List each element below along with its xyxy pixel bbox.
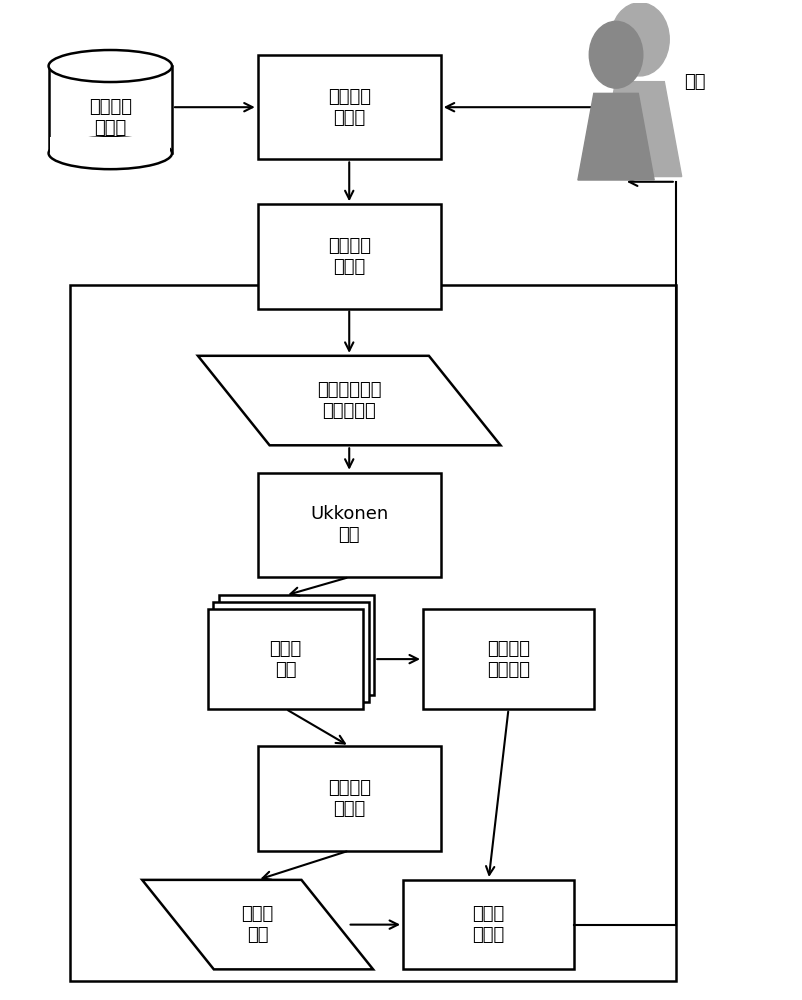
Text: Ukkonen
算法: Ukkonen 算法 [310,505,388,544]
Bar [213,602,369,702]
Ellipse shape [49,137,172,169]
Text: 运动图构
造方法: 运动图构 造方法 [328,779,371,818]
Polygon shape [598,82,682,177]
Bar [257,473,441,577]
Bar [208,609,363,709]
Bar [403,880,574,969]
Bar [51,137,171,153]
Bar [257,746,441,851]
Text: 运动捕捉
数据检索: 运动捕捉 数据检索 [487,640,530,679]
Text: 运动捕捉数据
的字符表示: 运动捕捉数据 的字符表示 [317,381,382,420]
Text: 后缀树
索引: 后缀树 索引 [269,640,302,679]
Circle shape [589,21,642,88]
Bar [423,609,594,709]
Bar [257,55,441,159]
Polygon shape [198,356,500,445]
Polygon shape [578,93,654,180]
Text: 运动动
作合成: 运动动 作合成 [472,905,504,944]
Text: 巴特沃斯
滤波器: 巴特沃斯 滤波器 [328,88,371,127]
Text: 运动捕捉
数据库: 运动捕捉 数据库 [89,98,132,137]
Text: 自组织映
射聚类: 自组织映 射聚类 [328,237,371,276]
Bar [71,285,676,981]
Ellipse shape [49,50,172,82]
Text: 用户: 用户 [684,73,705,91]
Bar [257,204,441,309]
Polygon shape [142,880,373,969]
Bar [219,595,375,695]
Text: 运动图
结构: 运动图 结构 [241,905,273,944]
Circle shape [610,3,669,76]
